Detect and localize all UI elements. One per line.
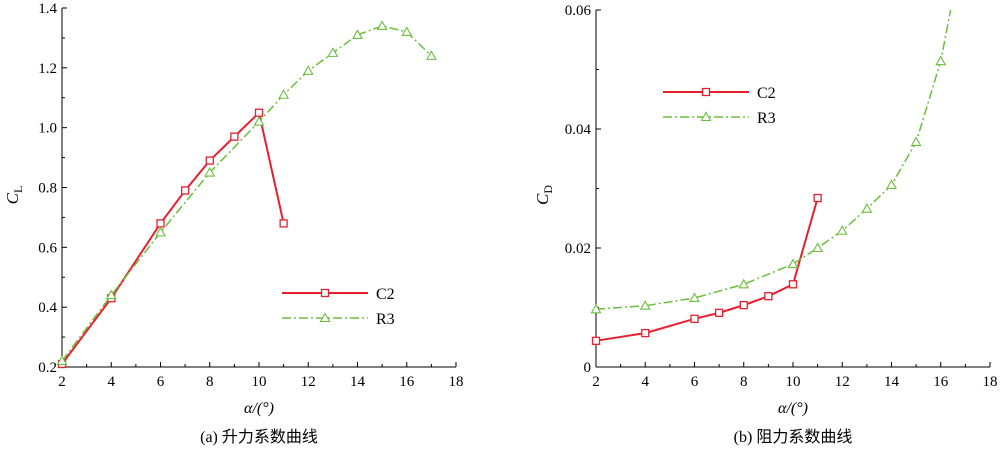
legend-marker — [320, 288, 330, 298]
data-point — [788, 280, 798, 289]
legend-marker — [700, 111, 712, 122]
data-point — [591, 336, 601, 345]
x-tick-label: 10 — [252, 374, 267, 390]
data-point — [401, 26, 413, 36]
data-point — [886, 179, 897, 189]
series-line — [61, 110, 285, 365]
data-point — [230, 132, 239, 141]
y-axis-label: CD — [533, 185, 555, 205]
x-tick-label: 14 — [884, 374, 900, 390]
x-tick-label: 18 — [983, 374, 998, 390]
y-tick-label: 1.4 — [38, 1, 57, 17]
data-point — [714, 308, 724, 318]
x-tick-label: 6 — [691, 374, 699, 390]
y-tick-label: 0.02 — [565, 241, 591, 257]
y-tick-label: 0.2 — [38, 360, 57, 376]
data-point — [738, 278, 750, 289]
data-point — [690, 314, 699, 323]
x-tick-label: 8 — [206, 374, 214, 390]
x-tick-label: 4 — [108, 374, 116, 390]
data-point — [105, 289, 117, 300]
series-line — [595, 9, 952, 311]
y-tick-label: 1.0 — [38, 121, 57, 137]
data-point — [376, 20, 388, 31]
data-point — [254, 108, 264, 117]
data-point — [253, 116, 265, 126]
data-point — [56, 355, 68, 366]
series-C2 — [591, 193, 822, 345]
x-tick-label: 12 — [835, 374, 850, 390]
data-point — [639, 300, 651, 310]
data-point — [302, 65, 314, 75]
y-tick-label: 0.06 — [565, 3, 592, 19]
data-point — [641, 328, 650, 338]
series-line — [61, 25, 432, 362]
data-point — [836, 225, 848, 235]
legend-label: C2 — [757, 85, 776, 102]
data-point — [910, 136, 922, 147]
legend-label: R3 — [757, 110, 776, 127]
data-point — [935, 55, 947, 66]
legend-label: C2 — [376, 286, 395, 303]
y-axis-label: CL — [3, 186, 25, 205]
x-tick-label: 16 — [933, 374, 949, 390]
series-C2 — [57, 108, 288, 369]
data-point — [327, 47, 339, 57]
x-axis-label: α/(°) — [778, 400, 808, 417]
data-point — [590, 303, 602, 314]
y-tick-label: 1.2 — [38, 61, 57, 77]
data-point — [155, 226, 166, 237]
series-line — [595, 197, 819, 342]
data-point — [180, 186, 190, 195]
legend-marker — [319, 312, 331, 323]
y-tick-label: 0.6 — [38, 240, 57, 256]
chart-caption: (b) 阻力系数曲线 — [734, 428, 853, 446]
x-axis-label: α/(°) — [244, 400, 274, 417]
data-point — [813, 193, 822, 203]
data-point — [278, 89, 290, 99]
data-point — [689, 292, 700, 303]
y-tick-label: 0.4 — [38, 300, 57, 316]
data-point — [156, 219, 165, 228]
x-tick-label: 12 — [301, 374, 316, 390]
x-tick-label: 10 — [786, 374, 801, 390]
data-point — [425, 50, 437, 60]
data-point — [861, 203, 873, 213]
series-R3 — [56, 20, 437, 366]
x-tick-label: 18 — [449, 374, 464, 390]
series-R3 — [590, 9, 952, 314]
chart-panel-b: 2 4 6 8 10 12 14 16 18 0 0.02 0.04 0.06 CD α/(°) (b) 阻力… — [533, 3, 998, 446]
x-tick-label: 8 — [740, 374, 748, 390]
y-tick-label: 0.04 — [565, 122, 592, 138]
chart-panel-a: 2 4 6 8 10 12 14 16 18 0.2 0.4 0.6 0.8 1.0 1.2 1.4 CL α/(… — [3, 1, 464, 446]
data-point — [764, 292, 773, 301]
data-point — [787, 258, 799, 269]
chart-caption: (a) 升力系数曲线 — [200, 428, 318, 446]
legend-marker — [701, 87, 711, 97]
data-point — [279, 219, 288, 228]
x-tick-label: 6 — [157, 374, 165, 390]
data-point — [205, 156, 214, 165]
x-tick-label: 14 — [350, 374, 366, 390]
data-point — [204, 166, 216, 177]
x-tick-label: 4 — [642, 374, 650, 390]
data-point — [739, 300, 748, 310]
x-tick-label: 2 — [58, 374, 66, 390]
y-tick-label: 0 — [584, 360, 592, 376]
x-tick-label: 2 — [592, 374, 600, 390]
data-point — [812, 242, 824, 253]
x-tick-label: 16 — [399, 374, 415, 390]
data-point — [352, 29, 363, 39]
y-tick-label: 0.8 — [38, 181, 57, 197]
legend-label: R3 — [376, 311, 395, 328]
